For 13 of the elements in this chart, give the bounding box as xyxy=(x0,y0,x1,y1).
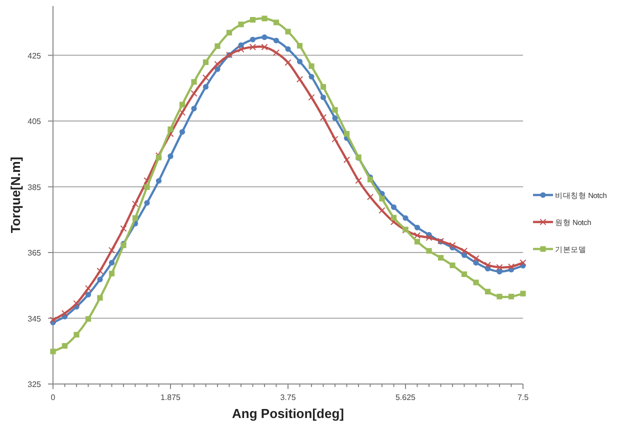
x-tick-label: 1.875 xyxy=(160,393,182,402)
y-tick-label: 405 xyxy=(28,117,42,126)
x-tick-label: 5.625 xyxy=(395,393,416,402)
y-tick-label: 425 xyxy=(28,51,42,60)
y-tick-label: 365 xyxy=(28,248,42,258)
x-tick-label: 0 xyxy=(50,393,56,402)
x-tick-label: 3.75 xyxy=(280,393,296,402)
y-tick-label: 345 xyxy=(28,314,42,324)
y-tick-label: 385 xyxy=(28,182,42,192)
x-axis-title: Ang Position[deg] xyxy=(232,406,344,421)
y-tick-label: 325 xyxy=(28,380,42,389)
y-axis-title: Torque[N.m] xyxy=(8,156,23,234)
x-tick-label: 7.5 xyxy=(517,393,530,402)
